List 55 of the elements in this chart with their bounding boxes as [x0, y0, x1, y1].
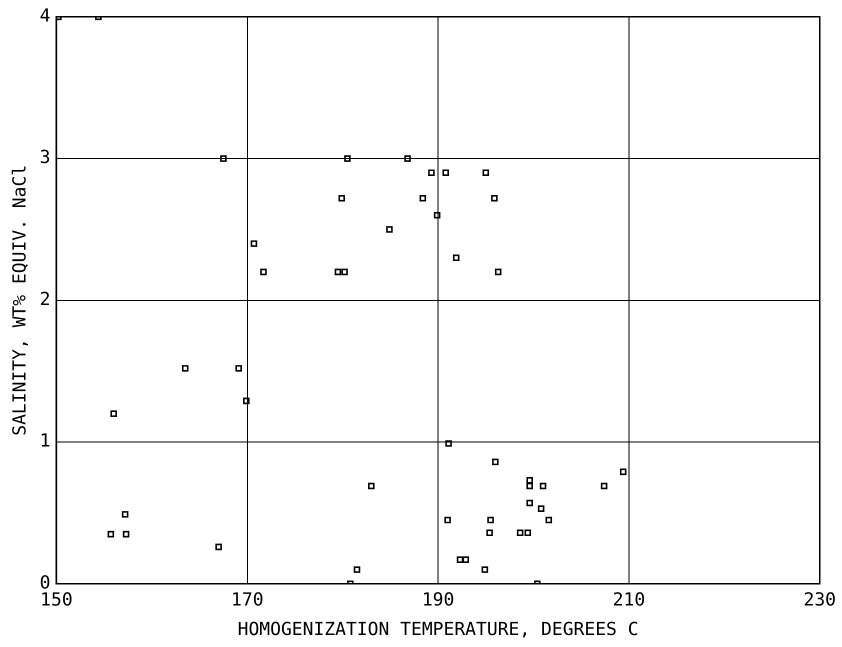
point [482, 169, 490, 176]
point [386, 226, 393, 233]
point [516, 529, 524, 536]
point [344, 155, 351, 162]
point [526, 500, 533, 506]
point [122, 530, 130, 538]
point [334, 268, 342, 276]
point [545, 516, 552, 524]
point [235, 365, 242, 372]
point [404, 155, 411, 162]
point [526, 482, 533, 490]
point [220, 155, 227, 162]
point [526, 477, 533, 484]
point [338, 194, 345, 202]
point [452, 254, 460, 262]
point [482, 566, 488, 573]
point [215, 544, 222, 550]
y-axis-title: SALINITY, WT% EQUIV. NaCl [9, 164, 30, 436]
point [538, 505, 544, 512]
y-tick-label: 3 [40, 147, 50, 168]
point [442, 169, 449, 176]
x-tick-label: 190 [422, 589, 454, 610]
point [250, 240, 258, 247]
point [122, 511, 128, 518]
x-tick-label: 230 [803, 589, 836, 610]
y-tick-label: 4 [40, 5, 50, 26]
y-tick-label: 1 [40, 430, 50, 452]
point [368, 482, 375, 490]
point [434, 212, 440, 219]
point [182, 365, 189, 372]
point [487, 516, 494, 524]
point [620, 468, 626, 476]
point [110, 410, 117, 417]
point [243, 398, 250, 404]
y-tick-label: 2 [40, 288, 50, 310]
point [600, 482, 608, 490]
point [354, 566, 360, 573]
point [486, 529, 493, 536]
point [420, 194, 426, 202]
point [444, 516, 451, 524]
point [260, 268, 267, 276]
point [524, 529, 532, 536]
point [428, 169, 435, 176]
point [494, 268, 502, 276]
point [462, 556, 470, 563]
x-tick-label: 210 [612, 589, 646, 610]
x-tick-label: 170 [231, 589, 264, 610]
point [445, 440, 452, 447]
point [341, 268, 348, 276]
point [456, 556, 464, 563]
point [540, 482, 546, 490]
point [108, 530, 114, 538]
point [492, 458, 499, 466]
x-axis-title: HOMOGENIZATION TEMPERATURE, DEGREES C [238, 618, 639, 640]
point [491, 194, 498, 202]
